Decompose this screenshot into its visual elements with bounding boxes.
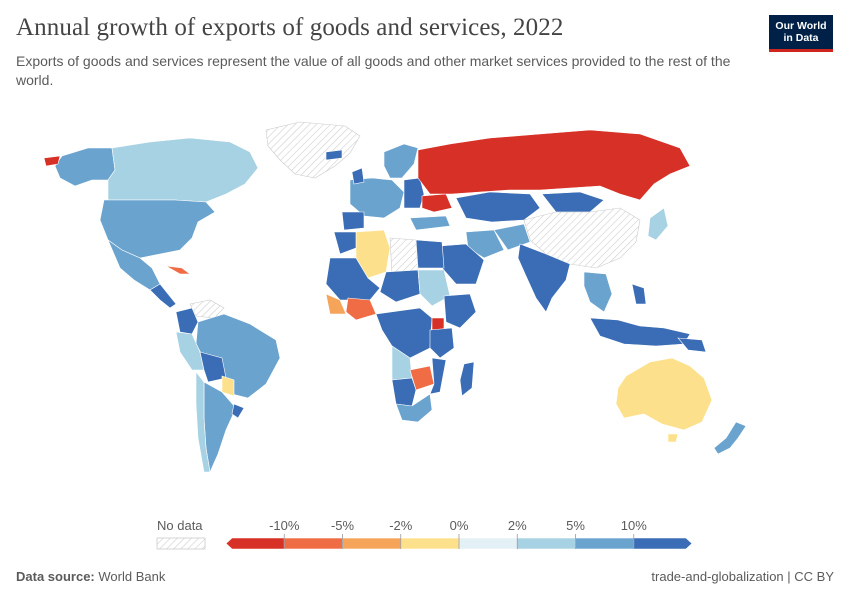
region-morocco[interactable] [333, 231, 357, 255]
region-argentina[interactable] [203, 381, 237, 474]
region-scandinavia[interactable] [383, 143, 419, 179]
legend-no-data-swatch [156, 537, 206, 550]
legend-bin-6[interactable] [575, 537, 635, 550]
region-greenland[interactable] [265, 121, 361, 179]
legend-no-data[interactable]: No data [156, 518, 206, 550]
chart-subtitle: Exports of goods and services represent … [16, 53, 731, 88]
region-iceland[interactable] [325, 149, 343, 161]
legend-tick-label: -5% [331, 518, 355, 533]
logo-line-2: in Data [783, 32, 819, 44]
region-uk[interactable] [351, 167, 365, 185]
legend-tick-label: 10% [621, 518, 647, 533]
legend-tick-label: -2% [389, 518, 413, 533]
legend-tick-labels: -10% -5% -2% 0% 2% 5% 10% [269, 518, 647, 549]
region-canada[interactable] [107, 137, 259, 203]
region-namibia-botswana[interactable] [391, 377, 417, 407]
region-central-america[interactable] [149, 283, 177, 309]
region-colombia[interactable] [175, 307, 199, 335]
region-alaska[interactable] [54, 147, 116, 187]
region-russia[interactable] [417, 129, 691, 201]
region-philippines[interactable] [631, 283, 647, 305]
region-libya[interactable] [389, 237, 419, 275]
region-australia[interactable] [615, 357, 713, 431]
region-chile[interactable] [195, 371, 211, 473]
legend-bin-2[interactable] [342, 537, 402, 550]
owid-logo[interactable]: Our World in Data [769, 15, 833, 52]
legend-no-data-label: No data [157, 518, 203, 533]
legend-tick-label: 5% [566, 518, 585, 533]
region-uruguay[interactable] [231, 403, 245, 419]
region-madagascar[interactable] [459, 361, 475, 397]
region-sahel[interactable] [325, 257, 381, 301]
region-spain[interactable] [341, 211, 365, 231]
region-west-africa[interactable] [325, 293, 347, 315]
region-east-africa[interactable] [429, 327, 455, 359]
legend-bin-7[interactable] [633, 537, 693, 550]
region-uganda[interactable] [431, 317, 445, 331]
legend-tick-label: 0% [450, 518, 469, 533]
region-bolivia[interactable] [199, 351, 227, 383]
region-paraguay[interactable] [221, 375, 235, 397]
legend-bin-5[interactable] [516, 537, 576, 550]
legend-color-bins[interactable] [225, 537, 693, 550]
legend-tick-label: -10% [269, 518, 300, 533]
region-eastern-europe[interactable] [403, 177, 425, 209]
region-mozambique[interactable] [429, 357, 447, 395]
region-turkey[interactable] [409, 215, 451, 231]
region-venezuela[interactable] [189, 299, 225, 319]
region-south-africa[interactable] [395, 393, 433, 423]
region-nigeria[interactable] [345, 297, 377, 321]
chart-title: Annual growth of exports of goods and se… [16, 14, 564, 41]
region-niger-chad[interactable] [379, 269, 421, 303]
region-western-europe[interactable] [349, 177, 405, 219]
legend-bin-0[interactable] [225, 537, 285, 550]
region-egypt[interactable] [415, 239, 445, 269]
region-india[interactable] [517, 243, 571, 313]
footer-license[interactable]: trade-and-globalization | CC BY [651, 569, 834, 584]
region-japan[interactable] [647, 207, 669, 241]
region-sudan[interactable] [417, 269, 451, 307]
source-value[interactable]: World Bank [98, 569, 166, 584]
region-tasmania[interactable] [667, 433, 679, 443]
map-regions [43, 121, 747, 474]
region-ethiopia[interactable] [443, 293, 477, 329]
world-map [43, 121, 747, 474]
region-china[interactable] [523, 207, 641, 269]
legend-tick-label: 2% [508, 518, 527, 533]
region-indonesia[interactable] [589, 317, 691, 347]
region-cuba[interactable] [165, 265, 191, 275]
region-central-africa[interactable] [375, 307, 433, 359]
legend: No data -10% -5% -2% 0% 2% 5% 10% [156, 518, 693, 550]
region-png[interactable] [677, 337, 707, 353]
region-kazakhstan[interactable] [455, 191, 541, 223]
region-ukraine[interactable] [421, 193, 453, 213]
legend-bin-4[interactable] [458, 537, 518, 550]
region-mongolia[interactable] [541, 191, 605, 213]
region-alaska-tip[interactable] [43, 155, 61, 167]
legend-bin-3[interactable] [400, 537, 460, 550]
region-afghanistan[interactable] [493, 223, 531, 251]
region-new-zealand[interactable] [713, 421, 747, 455]
legend-bin-1[interactable] [283, 537, 343, 550]
footer-source: Data source: World Bank [16, 569, 165, 584]
logo-line-1: Our World [775, 20, 827, 32]
source-label: Data source: [16, 569, 95, 584]
region-southeast-asia[interactable] [583, 271, 613, 313]
